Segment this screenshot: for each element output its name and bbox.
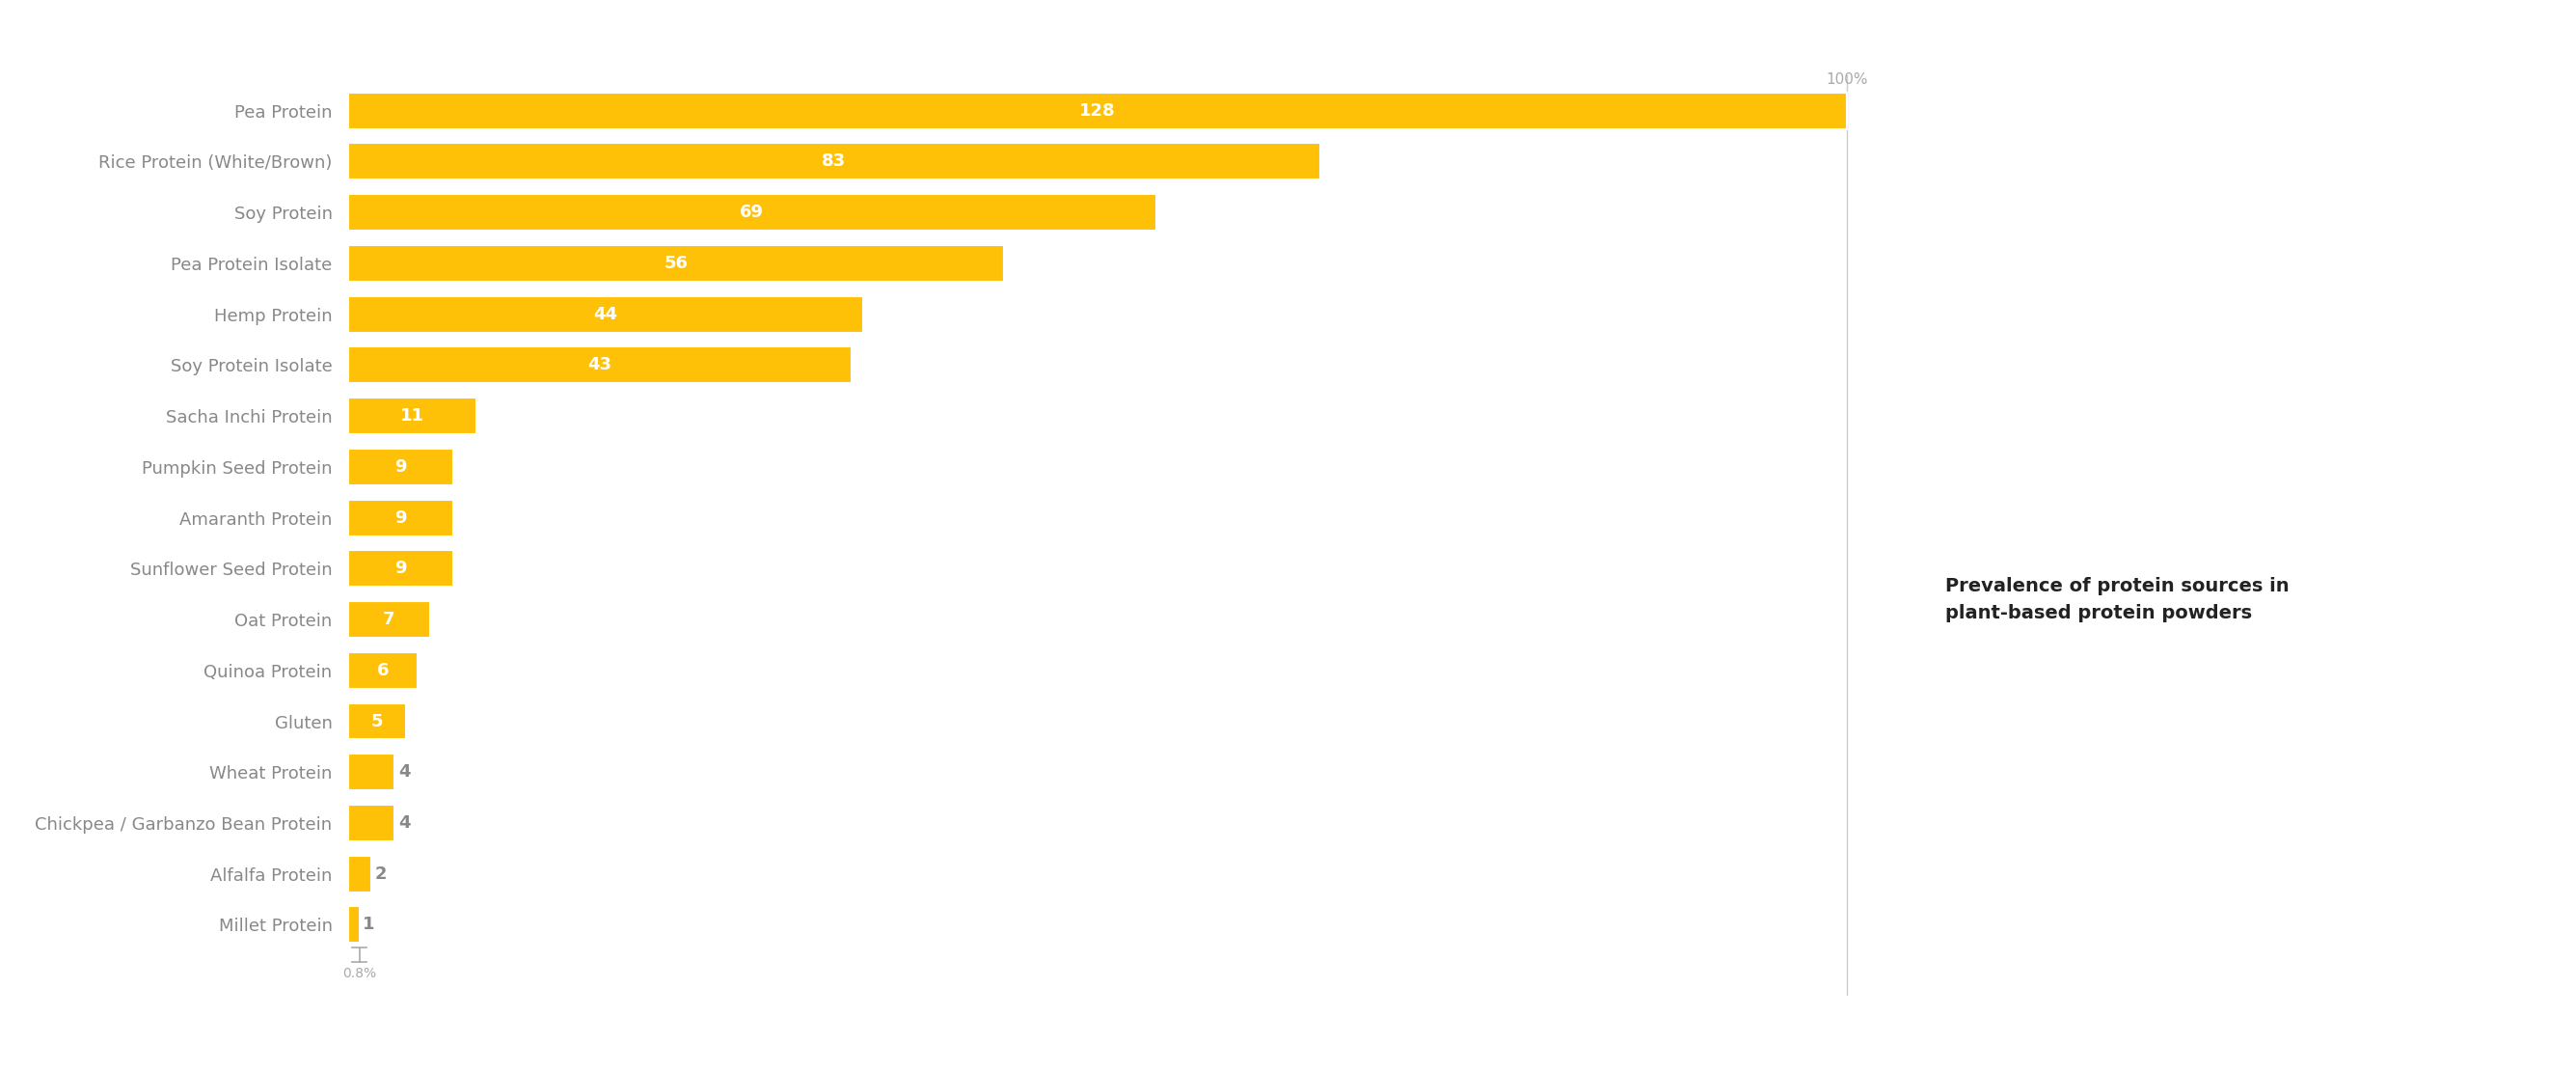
Text: 5: 5 <box>371 712 384 730</box>
Text: 100%: 100% <box>1826 73 1868 87</box>
Text: 7: 7 <box>384 610 394 629</box>
Bar <box>348 245 1005 282</box>
Text: 6: 6 <box>376 662 389 679</box>
Text: Prevalence of protein sources in
plant-based protein powders: Prevalence of protein sources in plant-b… <box>1945 577 2290 622</box>
Bar <box>348 550 453 587</box>
Bar <box>348 703 407 740</box>
Text: 2: 2 <box>374 865 386 883</box>
Bar <box>348 194 1157 230</box>
Bar <box>348 499 453 536</box>
Text: 128: 128 <box>1079 102 1115 119</box>
Text: 43: 43 <box>587 357 611 374</box>
Bar <box>348 92 1847 129</box>
Text: 9: 9 <box>394 458 407 476</box>
Text: 44: 44 <box>592 305 618 322</box>
Text: 83: 83 <box>822 153 845 170</box>
Text: 1: 1 <box>363 916 376 934</box>
Text: 0.8%: 0.8% <box>343 966 376 980</box>
Bar <box>348 754 394 790</box>
Bar <box>348 347 853 383</box>
Bar <box>348 296 863 332</box>
Text: 9: 9 <box>394 560 407 577</box>
Bar <box>348 856 371 892</box>
Bar <box>348 906 361 944</box>
Bar <box>348 449 453 485</box>
Bar <box>348 397 477 434</box>
Bar <box>348 804 394 842</box>
Text: 9: 9 <box>394 509 407 526</box>
Text: 4: 4 <box>399 764 410 781</box>
Text: 69: 69 <box>739 203 765 221</box>
Text: 11: 11 <box>399 407 425 424</box>
Bar <box>348 601 430 638</box>
Text: 4: 4 <box>399 814 410 832</box>
Bar <box>348 144 1319 180</box>
Text: 56: 56 <box>665 255 688 272</box>
Bar <box>348 652 417 689</box>
